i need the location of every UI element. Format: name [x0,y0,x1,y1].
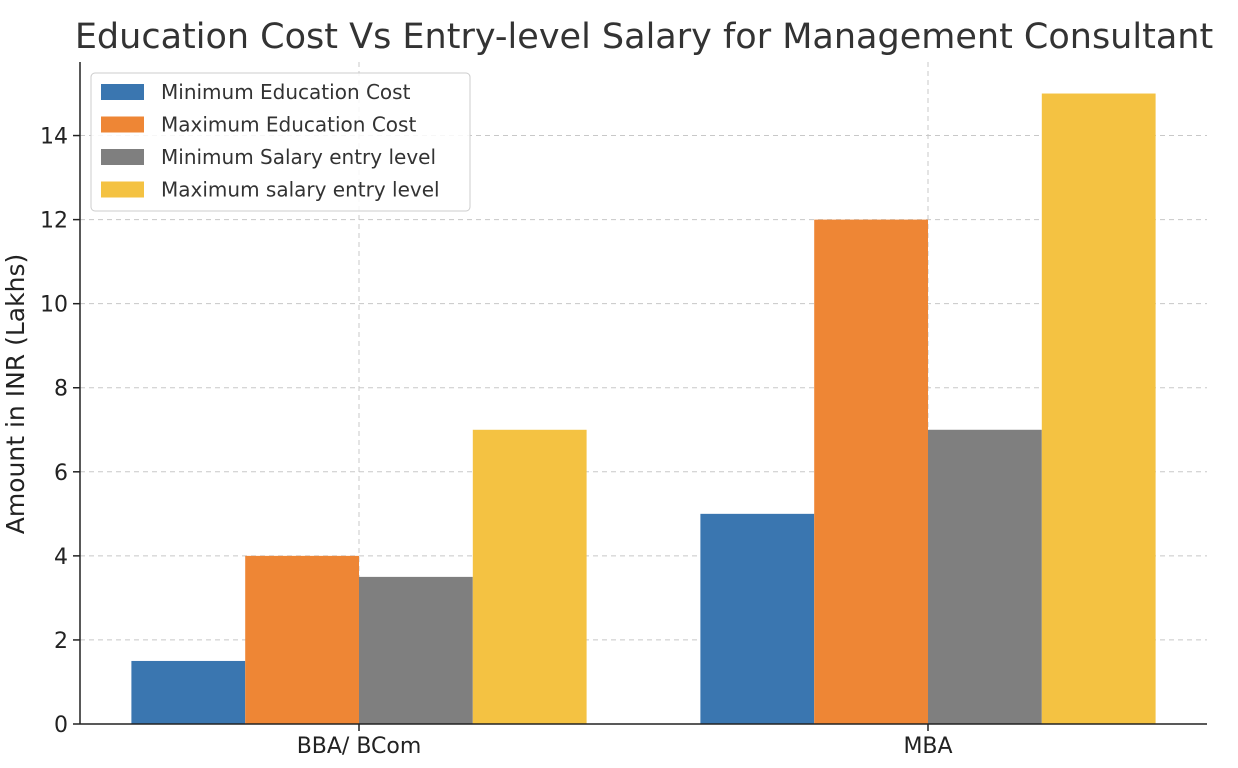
chart-title: Education Cost Vs Entry-level Salary for… [75,17,1213,57]
y-tick-label: 6 [54,461,68,486]
bar-maximum-salary-entry-level-bba-bcom [472,429,587,724]
legend-label: Minimum Education Cost [161,80,411,104]
legend-swatch [101,116,144,133]
legend-label: Maximum salary entry level [161,178,440,202]
y-tick-label: 4 [54,545,68,570]
y-tick-label: 10 [40,293,68,318]
bar-maximum-education-cost-bba-bcom [245,555,359,724]
bar-maximum-education-cost-mba [814,219,928,724]
tick-labels: 0 2 4 6 8 10 12 14 BBA/ BCom MBA [40,125,953,759]
bar-minimum-education-cost-mba [700,513,815,724]
y-tick-label: 14 [40,125,68,150]
legend-box [90,72,471,212]
bar-maximum-salary-entry-level-mba [1041,93,1156,725]
bar-minimum-education-cost-bba-bcom [131,660,246,724]
y-tick-label: 2 [54,629,68,654]
bar-minimum-salary-entry-level-bba-bcom [359,576,473,724]
legend-swatch [101,84,144,100]
y-tick-label: 8 [54,377,68,402]
legend-label: Maximum Education Cost [161,113,416,137]
legend-swatch [101,181,144,198]
bar-minimum-salary-entry-level-mba [928,429,1042,724]
legend-swatch [101,149,144,165]
axes [73,62,1207,731]
legend-label: Minimum Salary entry level [161,145,436,169]
x-tick-label: MBA [903,734,952,759]
x-tick-label: BBA/ BCom [297,734,422,759]
bars [131,93,1156,725]
y-tick-label: 12 [40,209,68,234]
y-axis-label: Amount in INR (Lakhs) [1,254,30,534]
y-tick-label: 0 [54,713,68,738]
legend: Minimum Education Cost Maximum Education … [90,72,471,212]
